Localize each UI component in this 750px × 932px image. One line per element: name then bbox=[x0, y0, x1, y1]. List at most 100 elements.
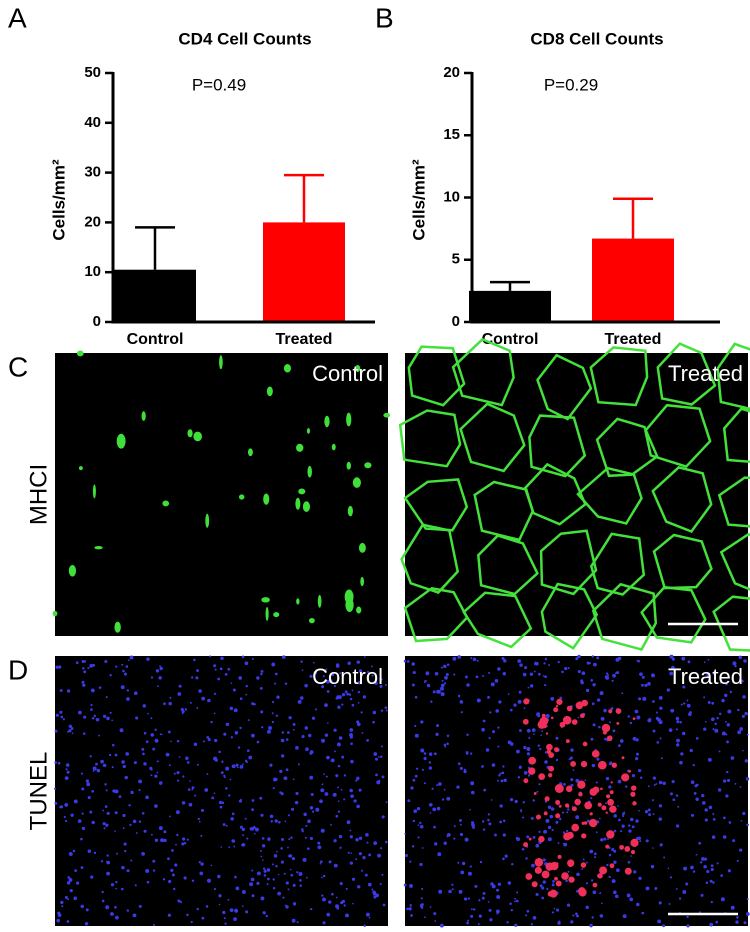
nucleus bbox=[97, 769, 101, 773]
nucleus bbox=[593, 891, 597, 895]
nucleus bbox=[706, 870, 709, 873]
nucleus bbox=[747, 734, 749, 736]
nucleus bbox=[372, 681, 374, 683]
nucleus bbox=[282, 897, 284, 899]
nucleus bbox=[516, 892, 518, 894]
fiber-outline bbox=[724, 409, 750, 463]
nucleus bbox=[486, 748, 490, 752]
stain-spot bbox=[266, 607, 269, 621]
nucleus bbox=[688, 660, 691, 663]
nucleus bbox=[698, 842, 701, 845]
nucleus bbox=[603, 709, 607, 713]
nucleus bbox=[295, 801, 299, 805]
nucleus bbox=[499, 821, 502, 824]
fiber-outline bbox=[591, 347, 647, 405]
nucleus bbox=[380, 678, 383, 681]
nucleus bbox=[260, 673, 262, 675]
tunel-spot bbox=[570, 761, 576, 767]
nucleus bbox=[326, 680, 330, 684]
nucleus bbox=[591, 738, 594, 741]
nucleus bbox=[82, 660, 85, 663]
nucleus bbox=[373, 752, 377, 756]
nucleus bbox=[223, 775, 225, 777]
nucleus bbox=[721, 897, 725, 901]
nucleus bbox=[127, 909, 129, 911]
nucleus bbox=[499, 773, 501, 775]
nucleus bbox=[620, 739, 624, 743]
fiber-outline bbox=[478, 536, 537, 594]
nucleus bbox=[179, 685, 182, 688]
nucleus bbox=[444, 746, 446, 748]
nucleus bbox=[628, 715, 630, 717]
nucleus bbox=[606, 672, 608, 674]
nucleus bbox=[201, 697, 205, 701]
nucleus bbox=[628, 824, 630, 826]
tunel-spot bbox=[577, 781, 585, 789]
nucleus bbox=[704, 661, 706, 663]
nucleus bbox=[427, 684, 430, 687]
stain-spot bbox=[261, 597, 270, 602]
nucleus bbox=[58, 762, 61, 765]
nucleus bbox=[632, 825, 635, 828]
tunel-spot bbox=[546, 744, 553, 751]
nucleus bbox=[87, 667, 89, 669]
nucleus bbox=[737, 730, 741, 734]
nucleus bbox=[254, 703, 256, 705]
nucleus bbox=[105, 823, 108, 826]
nucleus bbox=[526, 835, 529, 838]
nucleus bbox=[695, 797, 698, 800]
nucleus bbox=[293, 729, 295, 731]
nucleus bbox=[726, 771, 728, 773]
tunel-spot bbox=[611, 781, 613, 783]
nucleus bbox=[371, 665, 373, 667]
stain-spot bbox=[324, 416, 329, 427]
nucleus bbox=[586, 906, 589, 909]
tunel-spot bbox=[523, 842, 528, 847]
nucleus bbox=[502, 765, 504, 767]
nucleus bbox=[641, 684, 644, 687]
nucleus bbox=[444, 789, 446, 791]
nucleus bbox=[636, 837, 639, 840]
nucleus bbox=[719, 713, 721, 715]
nucleus bbox=[410, 914, 413, 917]
nucleus bbox=[154, 775, 157, 778]
nucleus bbox=[731, 906, 735, 910]
nucleus bbox=[656, 717, 659, 720]
nucleus bbox=[653, 813, 655, 815]
nucleus bbox=[305, 747, 309, 751]
nucleus bbox=[700, 861, 702, 863]
nucleus bbox=[275, 865, 277, 867]
nucleus bbox=[578, 716, 580, 718]
nucleus bbox=[609, 854, 611, 856]
nucleus bbox=[311, 793, 314, 796]
nucleus bbox=[339, 736, 343, 740]
nucleus bbox=[330, 760, 332, 762]
nucleus bbox=[257, 871, 261, 875]
nucleus bbox=[343, 798, 345, 800]
nucleus bbox=[336, 897, 338, 899]
nucleus bbox=[271, 663, 275, 667]
nucleus bbox=[341, 756, 344, 759]
nucleus bbox=[424, 752, 427, 755]
nucleus bbox=[420, 904, 424, 908]
nucleus bbox=[597, 698, 600, 701]
tunel-spot bbox=[584, 802, 592, 810]
nucleus bbox=[469, 809, 471, 811]
nucleus bbox=[102, 810, 104, 812]
nucleus bbox=[59, 711, 62, 714]
tunel-spot bbox=[559, 787, 563, 791]
nucleus bbox=[264, 874, 267, 877]
nucleus bbox=[465, 676, 468, 679]
nucleus bbox=[466, 751, 469, 754]
nucleus bbox=[638, 877, 641, 880]
nucleus bbox=[272, 721, 274, 723]
nucleus bbox=[478, 923, 480, 925]
nucleus bbox=[254, 833, 256, 835]
nucleus bbox=[230, 817, 234, 821]
nucleus bbox=[577, 655, 580, 658]
nucleus bbox=[358, 789, 361, 792]
nucleus bbox=[226, 825, 228, 827]
nucleus bbox=[559, 818, 561, 820]
nucleus bbox=[220, 806, 223, 809]
nucleus bbox=[246, 838, 248, 840]
